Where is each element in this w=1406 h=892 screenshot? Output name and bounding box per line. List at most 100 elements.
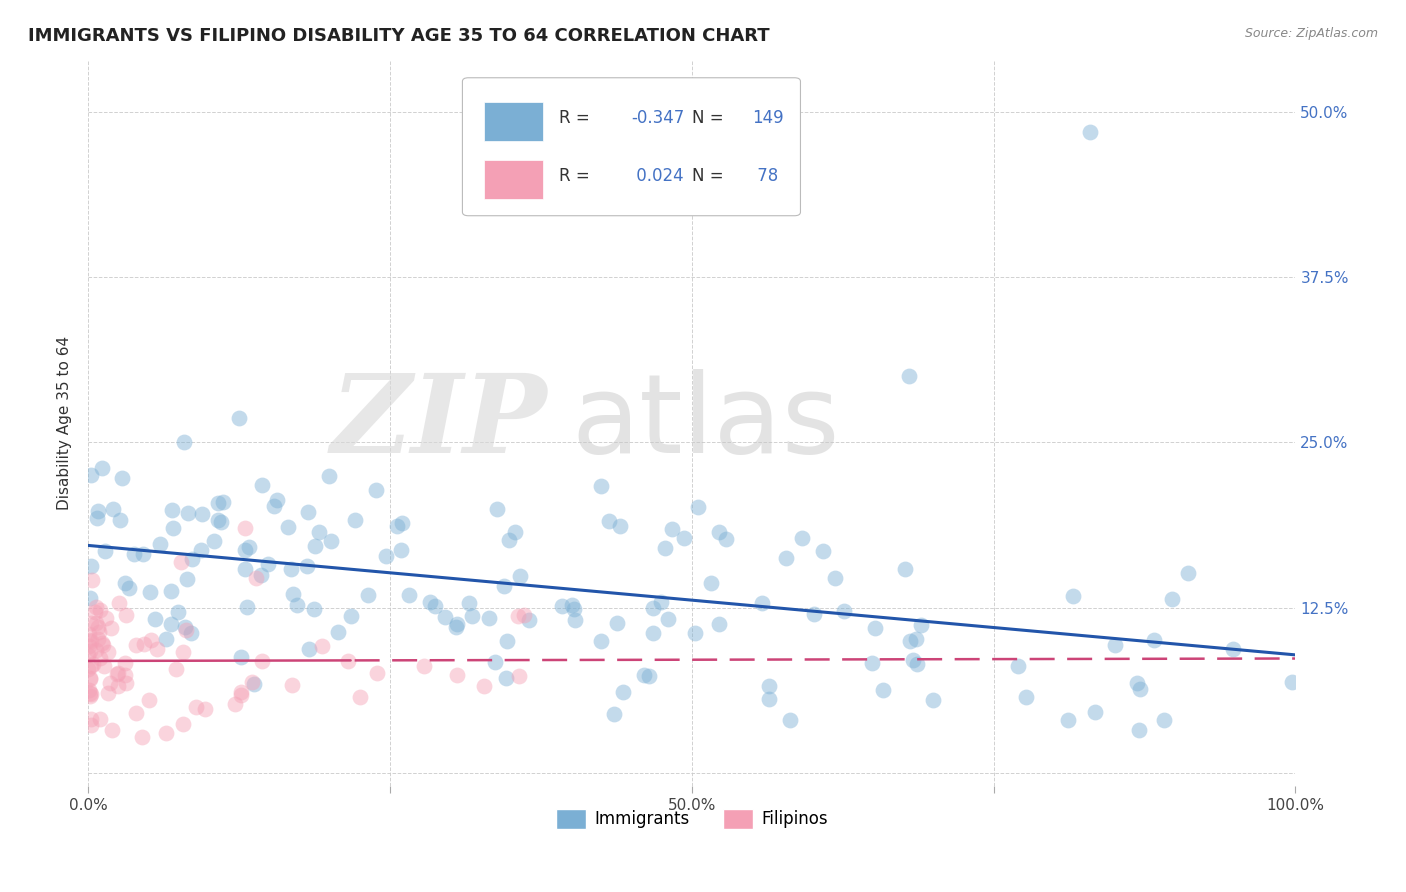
- Point: [180, 625, 202, 640]
- Point: [174, 619, 197, 633]
- Point: [357, 588, 380, 602]
- Point: [100, 620, 122, 634]
- Point: [114, 667, 136, 681]
- Point: [389, 542, 412, 557]
- Point: [184, 699, 207, 714]
- Point: [105, 666, 128, 681]
- Point: [80, 559, 103, 574]
- Point: [1084, 705, 1107, 719]
- Point: [89, 651, 111, 665]
- Point: [80, 659, 103, 673]
- Point: [77, 639, 100, 653]
- Point: [304, 539, 326, 553]
- Point: [224, 697, 246, 711]
- Point: [446, 668, 468, 682]
- Point: [84, 599, 107, 614]
- Point: [233, 562, 256, 576]
- Point: [562, 602, 585, 616]
- Point: [181, 552, 204, 566]
- Point: [111, 471, 134, 485]
- Point: [89, 603, 111, 617]
- Point: [177, 506, 200, 520]
- Point: [229, 688, 252, 702]
- Point: [89, 624, 111, 639]
- Point: [561, 599, 583, 613]
- Point: [1014, 690, 1036, 705]
- Point: [79, 718, 101, 732]
- Point: [79, 671, 101, 685]
- Point: [229, 649, 252, 664]
- Point: [257, 557, 280, 571]
- Point: [446, 617, 468, 632]
- Point: [236, 600, 259, 615]
- Point: [240, 675, 263, 690]
- Point: [1062, 589, 1084, 603]
- Point: [751, 596, 773, 610]
- Point: [131, 730, 153, 744]
- Point: [165, 662, 187, 676]
- Point: [1177, 566, 1199, 581]
- Legend: Immigrants, Filipinos: Immigrants, Filipinos: [550, 802, 834, 836]
- Point: [172, 717, 194, 731]
- Point: [485, 501, 508, 516]
- Point: [444, 620, 467, 634]
- Point: [564, 613, 586, 627]
- Point: [80, 712, 103, 726]
- Point: [80, 687, 103, 701]
- Point: [425, 599, 447, 613]
- Point: [79, 591, 101, 606]
- Point: [207, 513, 229, 527]
- Point: [872, 683, 894, 698]
- Point: [551, 599, 574, 613]
- Text: ZIP: ZIP: [330, 369, 547, 476]
- Point: [281, 587, 304, 601]
- Point: [700, 576, 723, 591]
- Point: [114, 575, 136, 590]
- Point: [603, 707, 626, 722]
- Text: 149: 149: [752, 109, 783, 127]
- Point: [132, 547, 155, 561]
- Text: 78: 78: [752, 167, 779, 185]
- Point: [243, 676, 266, 690]
- Point: [100, 676, 122, 690]
- Point: [146, 642, 169, 657]
- Point: [162, 521, 184, 535]
- Point: [160, 616, 183, 631]
- Point: [79, 467, 101, 482]
- Point: [387, 518, 409, 533]
- Point: [143, 612, 166, 626]
- Point: [149, 537, 172, 551]
- Point: [174, 624, 197, 638]
- Point: [832, 604, 855, 618]
- Point: [495, 633, 517, 648]
- Point: [228, 411, 250, 425]
- Point: [89, 712, 111, 726]
- Text: N =: N =: [692, 167, 724, 185]
- Point: [509, 569, 531, 583]
- Point: [824, 572, 846, 586]
- Point: [84, 616, 107, 631]
- Point: [792, 531, 814, 545]
- Point: [311, 640, 333, 654]
- Point: [606, 616, 628, 631]
- Point: [77, 662, 100, 676]
- Point: [893, 562, 915, 576]
- Point: [661, 522, 683, 536]
- Point: [94, 611, 117, 625]
- Point: [277, 520, 299, 534]
- Point: [1104, 638, 1126, 652]
- Point: [79, 690, 101, 704]
- Point: [167, 605, 190, 619]
- Point: [901, 653, 924, 667]
- Point: [716, 533, 738, 547]
- Text: N =: N =: [692, 109, 724, 127]
- Point: [238, 540, 260, 554]
- Point: [110, 513, 132, 527]
- Point: [80, 573, 103, 587]
- Point: [87, 632, 110, 646]
- Point: [87, 504, 110, 518]
- Point: [80, 616, 103, 631]
- Point: [155, 632, 177, 646]
- Point: [77, 648, 100, 662]
- Point: [245, 571, 267, 585]
